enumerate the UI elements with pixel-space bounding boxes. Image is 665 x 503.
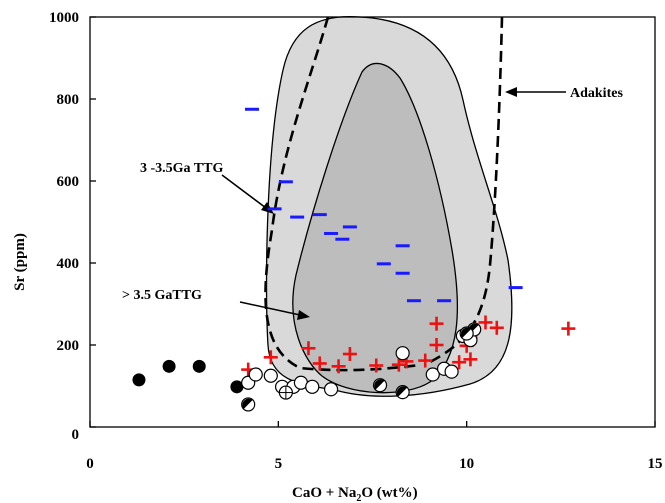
annotation-ttg-3-3.5: 3 -3.5Ga TTG (140, 161, 223, 176)
y-tick-label: 400 (57, 256, 80, 272)
plus-marker (478, 315, 493, 330)
y-tick-label: 0 (72, 427, 80, 443)
half-filled-circle-marker (459, 326, 474, 341)
half-filled-circle-marker (372, 378, 388, 393)
plus-marker (489, 320, 504, 335)
y-tick-label: 200 (57, 338, 80, 354)
open-circle-marker (425, 367, 440, 382)
x-tick-label: 10 (459, 456, 474, 472)
y-tick-label: 800 (57, 92, 80, 108)
open-circle-marker (248, 367, 263, 382)
plus-marker (429, 316, 444, 331)
x-tick-label: 0 (86, 456, 94, 472)
plot-frame (89, 16, 656, 428)
plus-marker (263, 350, 278, 365)
half-filled-circle-marker (241, 397, 256, 412)
annotation-labels: Adakites 3 -3.5Ga TTG > 3.5 GaTTG (122, 86, 623, 303)
axis-titles: CaO + Na2O (wt%) Sr (ppm) (12, 233, 418, 503)
open-circle-marker (305, 379, 320, 394)
open-circle-marker (323, 382, 339, 397)
plus-marker (561, 321, 576, 336)
annotation-ttg-gt-3.5: > 3.5 GaTTG (122, 288, 202, 303)
filled-circle-marker (230, 380, 244, 394)
plus-marker (301, 341, 316, 356)
annotation-adakites: Adakites (570, 86, 623, 101)
adakites-arrow (505, 87, 566, 97)
x-axis-title: CaO + Na2O (wt%) (292, 485, 418, 503)
y-tick-label: 1000 (49, 10, 79, 26)
open-circle-marker (263, 368, 278, 383)
y-tick-label: 600 (57, 174, 80, 190)
ttg-gt-3.5-arrow (239, 301, 310, 320)
plus-marker (463, 352, 478, 367)
open-circle-marker (395, 346, 410, 361)
open-circle-marker (444, 364, 459, 379)
plus-marker (312, 356, 327, 371)
y-axis-title: Sr (ppm) (12, 233, 28, 291)
plot-fields (264, 16, 513, 397)
x-tick-label: 15 (648, 456, 663, 472)
inner-ttg-field (292, 62, 459, 394)
plus-marker (391, 357, 406, 372)
axes (89, 16, 656, 428)
filled-circle-marker (192, 359, 206, 373)
plus-marker (369, 358, 384, 373)
x-axis-subscript: 2 (356, 493, 361, 503)
axis-ticks: 0 5 10 15 0 200 400 600 800 1000 (49, 10, 663, 472)
arrows (221, 87, 566, 320)
ttg-dashed-boundary (264, 16, 421, 372)
crossed-circle-marker (278, 385, 293, 400)
ttg-3-3.5-arrow (221, 174, 274, 214)
plus-marker (452, 355, 467, 370)
plus-marker (342, 347, 357, 362)
data-markers (132, 107, 576, 412)
filled-circle-marker (162, 359, 176, 373)
plus-marker (331, 359, 346, 374)
filled-circle-marker (132, 373, 146, 387)
plus-marker (429, 338, 444, 352)
half-filled-circle-marker (395, 385, 410, 400)
x-tick-label: 5 (275, 456, 283, 472)
plus-marker (418, 353, 433, 368)
